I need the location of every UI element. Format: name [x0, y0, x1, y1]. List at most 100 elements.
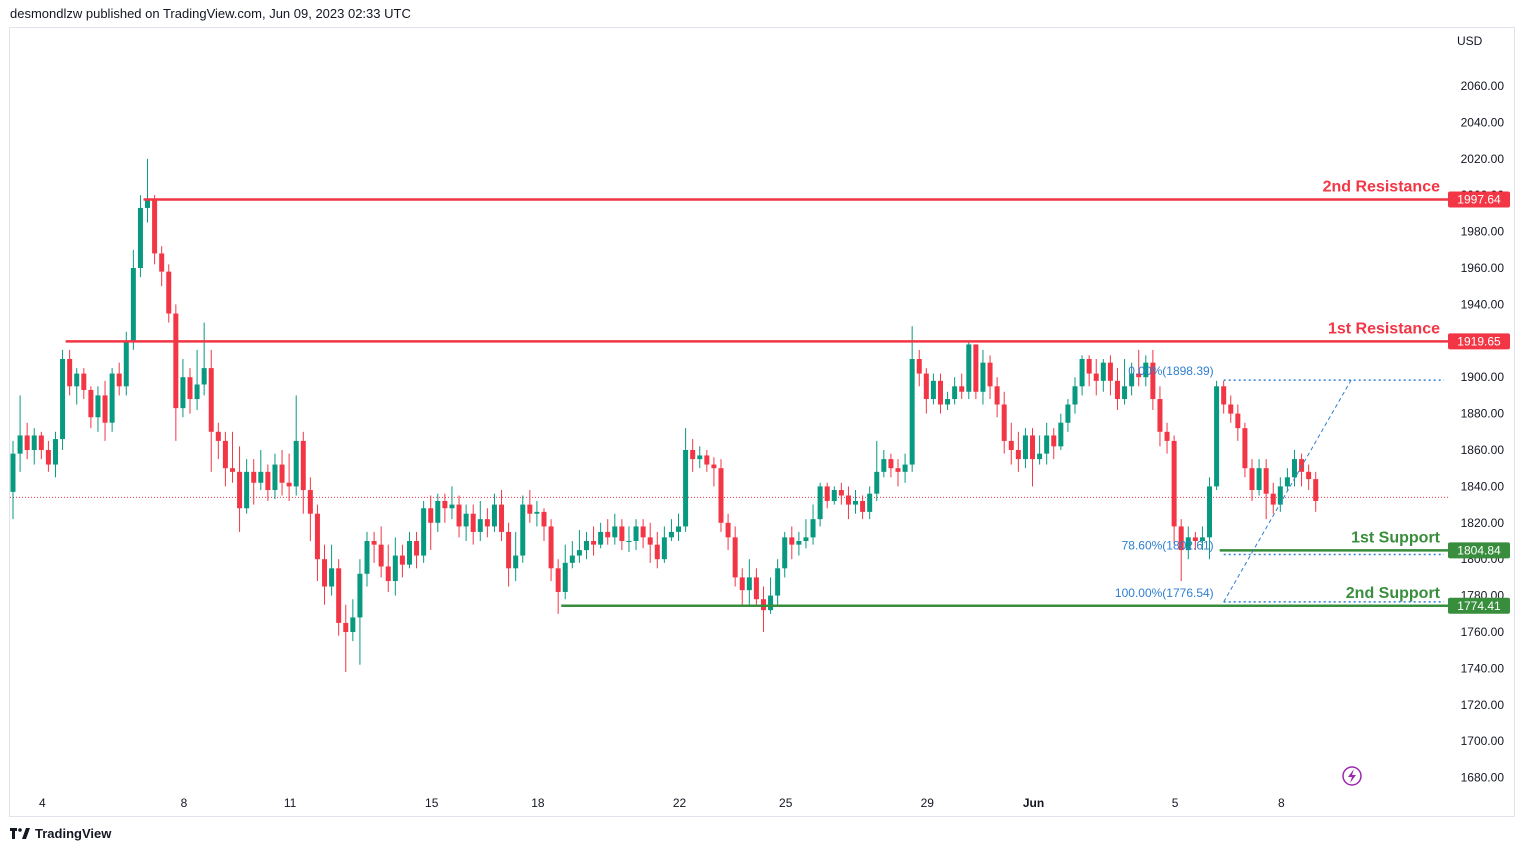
candle-body: [690, 450, 696, 460]
x-tick-label: 25: [779, 796, 793, 810]
x-tick-label: 18: [531, 796, 545, 810]
candle-body: [831, 490, 837, 501]
candle-body: [959, 386, 965, 392]
candle-body: [1100, 362, 1106, 381]
candle-body: [980, 362, 986, 392]
candle-body: [1313, 479, 1319, 501]
candle-body: [1171, 440, 1177, 527]
price-tag-bg-3: [1448, 542, 1510, 559]
candle-body: [343, 622, 349, 632]
candle-body: [442, 500, 448, 509]
candle-body: [215, 431, 221, 441]
y-tick-label: 1980.00: [1461, 225, 1505, 239]
candle-body: [732, 537, 738, 578]
candles: [10, 158, 1319, 673]
candle-body: [1015, 450, 1021, 460]
candle-body: [845, 495, 851, 505]
candle-body: [789, 537, 795, 545]
price-tag-2: 1919.65: [1457, 334, 1501, 348]
candle-body: [753, 577, 759, 600]
candle-body: [38, 435, 44, 450]
candle-body: [930, 380, 936, 400]
candle-body: [31, 435, 37, 450]
x-tick-label: 8: [181, 796, 188, 810]
candle-body: [1192, 537, 1198, 541]
candle-body: [1199, 537, 1205, 541]
candle-body: [1129, 373, 1135, 387]
candle-body: [746, 577, 752, 591]
candle-body: [123, 340, 129, 387]
fib-trend-line: [1223, 379, 1352, 603]
candle-body: [1306, 471, 1312, 480]
candle-body: [803, 537, 809, 541]
time-axis: 4 8 11 15 18 22 25 29 Jun 5 8: [39, 796, 1285, 810]
candle-body: [640, 526, 646, 538]
tradingview-brand: TradingView: [35, 826, 112, 841]
candle-body: [923, 373, 929, 400]
candle-body: [414, 541, 420, 556]
candle-body: [1008, 440, 1014, 450]
candle-body: [1277, 486, 1283, 505]
candle-body: [435, 500, 441, 523]
candle-body: [1072, 386, 1078, 405]
candle-body: [711, 464, 717, 469]
candle-body: [95, 395, 101, 418]
candle-body: [406, 541, 412, 565]
candle-body: [1065, 404, 1071, 423]
flash-icon[interactable]: [1342, 766, 1362, 786]
candle-body: [456, 504, 462, 527]
candle-body: [718, 468, 724, 523]
level-label-4: 2nd Support: [1346, 585, 1441, 602]
candle-body: [945, 399, 951, 405]
candle-body: [860, 500, 866, 512]
y-tick-label: 1900.00: [1461, 370, 1505, 384]
candle-body: [279, 464, 285, 483]
y-tick-label: 1940.00: [1461, 297, 1505, 311]
y-tick-label: 2060.00: [1461, 79, 1505, 93]
candle-body: [1284, 477, 1290, 487]
candle-body: [902, 464, 908, 472]
candle-body: [676, 526, 682, 532]
candle-body: [1079, 359, 1085, 387]
publish-caption: desmondlzw published on TradingView.com,…: [10, 6, 411, 21]
support-resistance-lines: 2nd Resistance 1st Resistance 1st Support 2…: [65, 178, 1448, 608]
candle-body: [937, 380, 943, 405]
x-tick-label: 15: [425, 796, 439, 810]
tradingview-logo-icon[interactable]: [10, 827, 30, 840]
candle-body: [499, 504, 505, 532]
candle-body: [449, 504, 455, 509]
candle-body: [888, 459, 894, 469]
candle-body: [838, 490, 844, 496]
y-tick-label: 1880.00: [1461, 407, 1505, 421]
candle-body: [583, 541, 589, 551]
candle-body: [392, 555, 398, 582]
candle-body: [152, 198, 158, 254]
candle-body: [1263, 468, 1269, 494]
candle-body: [201, 368, 207, 385]
price-tag-bg-2: [1448, 333, 1510, 350]
candle-body: [1030, 435, 1036, 460]
candle-body: [109, 373, 115, 423]
candle-body: [1114, 380, 1120, 400]
candle-body: [534, 511, 540, 514]
candle-body: [881, 459, 887, 472]
price-tag-bg-1: [1448, 191, 1510, 208]
fib-level-label-3: 100.00%(1776.54): [1115, 586, 1214, 600]
candle-body: [1164, 431, 1170, 441]
candle-body: [60, 359, 66, 440]
candle-body: [286, 482, 292, 487]
y-tick-label: 1700.00: [1461, 734, 1505, 748]
candle-body: [555, 568, 561, 592]
price-tag-bg-4: [1448, 597, 1510, 614]
candle-body: [661, 537, 667, 560]
candle-body: [428, 508, 434, 523]
candle-body: [329, 568, 335, 587]
y-tick-label: 1760.00: [1461, 625, 1505, 639]
candle-body: [1185, 537, 1191, 551]
candle-body: [357, 573, 363, 618]
candle-body: [1044, 435, 1050, 454]
candle-body: [562, 562, 568, 592]
candle-body: [208, 368, 214, 432]
price-tag-1: 1997.64: [1457, 192, 1501, 206]
